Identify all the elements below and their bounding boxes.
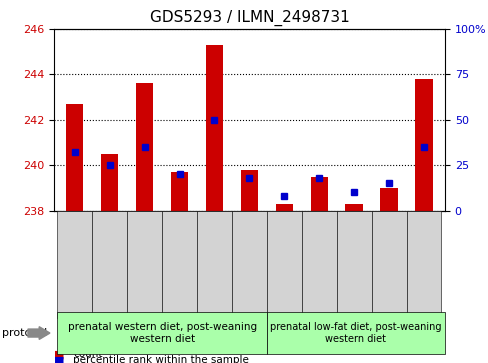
Text: ■: ■: [54, 349, 64, 359]
Bar: [66, 104, 83, 211]
Text: prenatal low-fat diet, post-weaning
western diet: prenatal low-fat diet, post-weaning west…: [269, 322, 441, 344]
Bar: [310, 176, 327, 211]
Text: ■: ■: [54, 355, 64, 363]
Bar: [414, 79, 432, 211]
Bar: [275, 204, 292, 211]
Bar: [136, 83, 153, 211]
Text: count: count: [73, 349, 102, 359]
Text: percentile rank within the sample: percentile rank within the sample: [73, 355, 249, 363]
Bar: [240, 170, 258, 211]
Bar: [170, 172, 188, 211]
Text: protocol: protocol: [2, 328, 48, 338]
Bar: [101, 154, 118, 211]
Text: prenatal western diet, post-weaning
western diet: prenatal western diet, post-weaning west…: [67, 322, 256, 344]
Bar: [345, 204, 362, 211]
Bar: [205, 45, 223, 211]
Bar: [380, 188, 397, 211]
Title: GDS5293 / ILMN_2498731: GDS5293 / ILMN_2498731: [149, 10, 348, 26]
